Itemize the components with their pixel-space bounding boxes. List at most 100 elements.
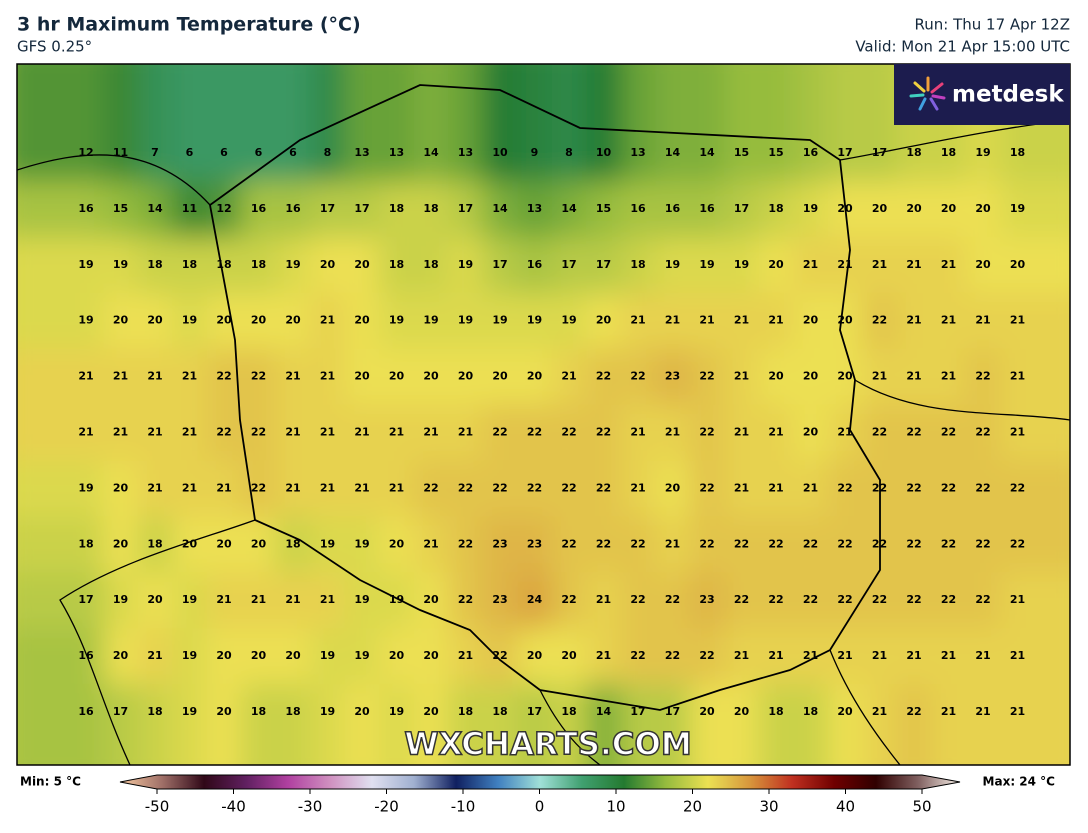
temperature-value: 22 bbox=[251, 481, 266, 494]
temperature-cell bbox=[241, 64, 277, 182]
temperature-cell bbox=[655, 516, 691, 574]
temperature-value: 20 bbox=[182, 537, 198, 550]
temperature-cell bbox=[758, 572, 795, 630]
temperature-cell bbox=[620, 684, 657, 765]
temperature-cell bbox=[241, 516, 277, 574]
temperature-cell bbox=[379, 348, 415, 406]
temperature-value: 19 bbox=[182, 593, 197, 606]
temperature-cell bbox=[655, 460, 691, 518]
temperature-cell bbox=[965, 516, 1002, 574]
temperature-value: 21 bbox=[734, 426, 749, 439]
temperature-cell bbox=[655, 292, 691, 350]
temperature-cell bbox=[862, 684, 898, 765]
temperature-value: 17 bbox=[734, 202, 749, 215]
temperature-value: 22 bbox=[837, 537, 852, 550]
temperature-value: 19 bbox=[78, 258, 93, 271]
temperature-value: 20 bbox=[975, 202, 991, 215]
temperature-value: 21 bbox=[630, 481, 645, 494]
temperature-cell bbox=[965, 684, 1002, 765]
temperature-cell bbox=[448, 64, 484, 182]
temperature-cell bbox=[206, 404, 243, 462]
temperature-cell bbox=[862, 64, 898, 182]
temperature-value: 17 bbox=[561, 258, 576, 271]
temperature-value: 19 bbox=[182, 314, 197, 327]
temperature-cell bbox=[724, 572, 760, 630]
temperature-cell bbox=[793, 404, 829, 462]
colorbar bbox=[119, 774, 961, 790]
temperature-cell bbox=[172, 516, 208, 574]
temperature-value: 21 bbox=[251, 593, 266, 606]
temperature-value: 21 bbox=[113, 370, 128, 383]
temperature-cell bbox=[103, 292, 139, 350]
temperature-cell bbox=[655, 348, 691, 406]
temperature-cell bbox=[793, 628, 829, 686]
temperature-value: 20 bbox=[906, 202, 922, 215]
temperature-value: 22 bbox=[596, 426, 611, 439]
temperature-cell bbox=[689, 404, 726, 462]
temperature-cell bbox=[241, 684, 277, 765]
temperature-value: 14 bbox=[699, 146, 715, 159]
temperature-cell bbox=[827, 516, 864, 574]
colorbar-ticks: -50 -40 -30 -20 -10 0 10 20 30 40 50 bbox=[145, 789, 932, 816]
temperature-value: 11 bbox=[113, 146, 128, 159]
temperature-value: 21 bbox=[803, 481, 818, 494]
temperature-value: 22 bbox=[734, 593, 749, 606]
temperature-value: 21 bbox=[665, 426, 680, 439]
temperature-cell bbox=[379, 236, 415, 294]
temperature-value: 22 bbox=[941, 481, 956, 494]
temperature-value: 19 bbox=[320, 537, 335, 550]
temperature-value: 13 bbox=[527, 202, 542, 215]
temperature-value: 20 bbox=[113, 537, 129, 550]
temperature-cell bbox=[551, 404, 588, 462]
temperature-cell bbox=[551, 64, 588, 182]
temperature-value: 20 bbox=[320, 258, 336, 271]
temperature-cell bbox=[344, 404, 381, 462]
temperature-cell bbox=[379, 460, 415, 518]
temperature-cell bbox=[344, 348, 381, 406]
temperature-value: 21 bbox=[320, 426, 335, 439]
temperature-cell bbox=[137, 684, 174, 765]
temperature-cell bbox=[862, 348, 898, 406]
temperature-cell bbox=[137, 64, 174, 182]
temperature-cell bbox=[413, 684, 450, 765]
temperature-cell bbox=[137, 404, 174, 462]
temperature-cell bbox=[724, 684, 760, 765]
temperature-cell bbox=[241, 572, 277, 630]
temperature-cell bbox=[689, 64, 726, 182]
temperature-cell bbox=[413, 236, 450, 294]
temperature-cell bbox=[689, 460, 726, 518]
temperature-value: 20 bbox=[872, 202, 888, 215]
temperature-value: 21 bbox=[1010, 649, 1025, 662]
temperature-value: 19 bbox=[320, 705, 335, 718]
temperature-cell bbox=[448, 180, 484, 238]
temperature-value: 19 bbox=[320, 649, 335, 662]
temperature-value: 20 bbox=[113, 481, 129, 494]
temperature-value: 18 bbox=[768, 202, 783, 215]
borders bbox=[17, 84, 1070, 765]
temperature-cell bbox=[551, 572, 588, 630]
temperature-cell bbox=[689, 292, 726, 350]
temperature-cell bbox=[827, 628, 864, 686]
temperature-cell bbox=[17, 628, 105, 686]
temperature-value: 21 bbox=[389, 426, 404, 439]
temperature-cell bbox=[620, 460, 657, 518]
temperature-value: 21 bbox=[78, 426, 93, 439]
temperature-cell bbox=[275, 628, 312, 686]
temperature-cell bbox=[620, 64, 657, 182]
colorbar-tick-label: 10 bbox=[606, 798, 625, 816]
temperature-cell bbox=[17, 64, 105, 182]
temperature-value: 19 bbox=[803, 202, 818, 215]
temperature-value: 19 bbox=[699, 258, 714, 271]
temperature-cell bbox=[724, 460, 760, 518]
temperature-cell bbox=[310, 292, 346, 350]
temperature-cell bbox=[137, 292, 174, 350]
temperature-cell bbox=[896, 516, 933, 574]
temperature-value: 15 bbox=[113, 202, 128, 215]
temperature-value: 16 bbox=[630, 202, 646, 215]
temperature-value: 13 bbox=[458, 146, 473, 159]
temperature-value: 10 bbox=[596, 146, 612, 159]
temperature-value: 21 bbox=[320, 481, 335, 494]
temperature-value: 22 bbox=[768, 593, 783, 606]
temperature-cell bbox=[965, 180, 1002, 238]
subtitle: GFS 0.25° bbox=[17, 38, 92, 56]
